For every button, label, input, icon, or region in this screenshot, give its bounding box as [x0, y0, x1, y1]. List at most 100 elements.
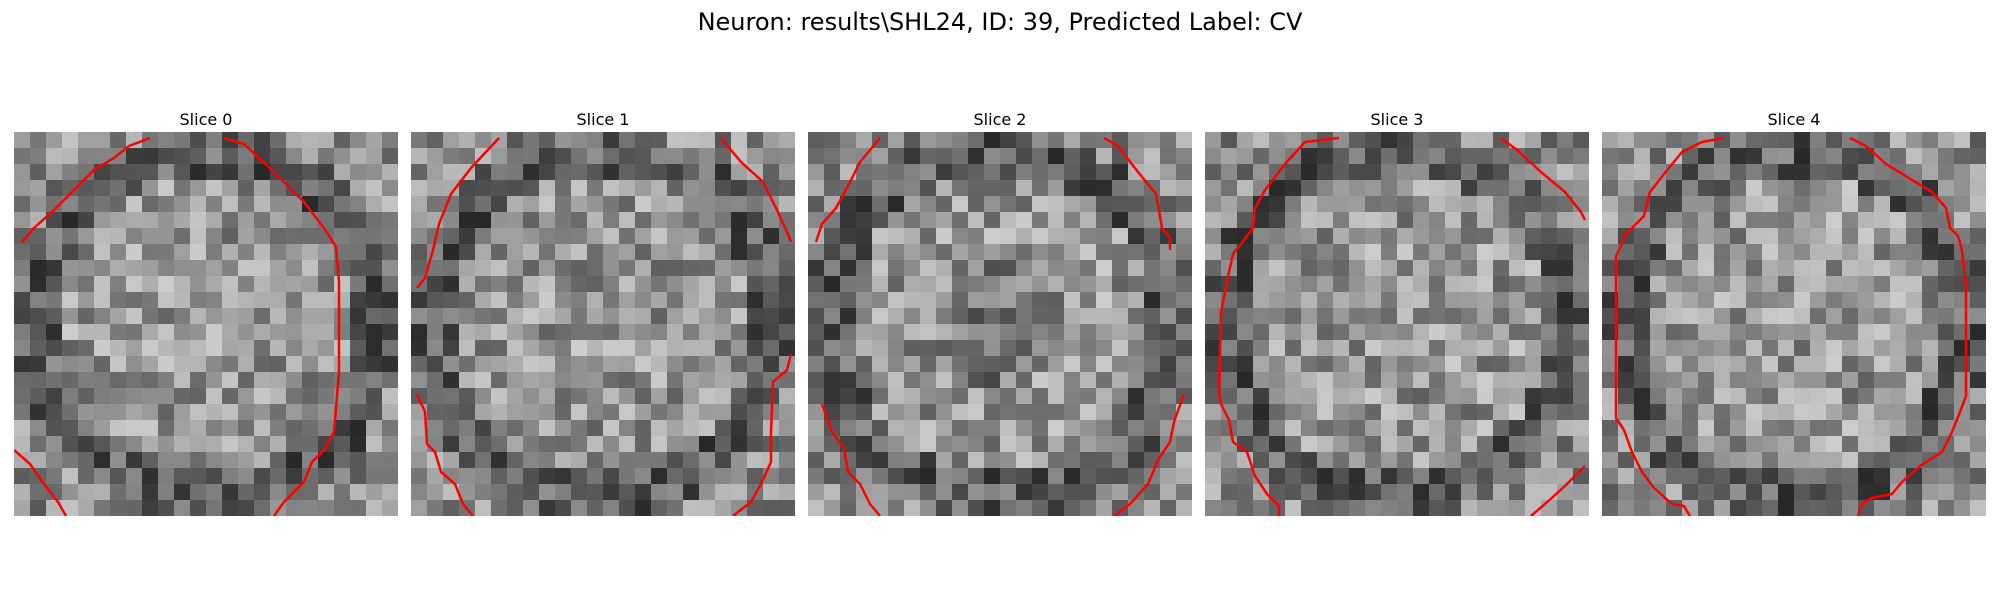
image-pixel [30, 292, 47, 309]
image-pixel [238, 372, 255, 389]
image-pixel [507, 228, 524, 245]
image-pixel [571, 148, 588, 165]
image-pixel [1954, 500, 1971, 516]
image-pixel [94, 404, 111, 421]
image-pixel [158, 372, 175, 389]
image-pixel [872, 452, 889, 469]
image-pixel [1746, 420, 1763, 437]
image-pixel [1317, 404, 1334, 421]
image-pixel [206, 292, 223, 309]
image-pixel [1112, 308, 1129, 325]
image-pixel [1477, 356, 1494, 373]
image-pixel [1445, 148, 1462, 165]
image-pixel [667, 148, 684, 165]
image-pixel [427, 260, 444, 277]
image-pixel [1746, 452, 1763, 469]
slice-image [1602, 132, 1986, 516]
image-pixel [1557, 436, 1574, 453]
image-pixel [411, 324, 428, 341]
image-pixel [1080, 276, 1097, 293]
slice-title: Slice 0 [179, 110, 233, 129]
image-pixel [968, 404, 985, 421]
image-pixel [254, 500, 271, 516]
image-pixel [459, 356, 476, 373]
image-pixel [1762, 276, 1779, 293]
image-pixel [968, 388, 985, 405]
image-pixel [1874, 244, 1891, 261]
image-pixel [872, 196, 889, 213]
image-pixel [411, 436, 428, 453]
image-pixel [1573, 148, 1589, 165]
image-pixel [222, 324, 239, 341]
image-pixel [1954, 212, 1971, 229]
image-pixel [1730, 244, 1747, 261]
slice-image [14, 132, 398, 516]
image-pixel [443, 308, 460, 325]
image-pixel [824, 228, 841, 245]
image-pixel [1333, 500, 1350, 516]
image-pixel [286, 452, 303, 469]
image-pixel [1746, 148, 1763, 165]
image-pixel [1730, 404, 1747, 421]
image-pixel [1112, 372, 1129, 389]
image-pixel [1064, 292, 1081, 309]
image-pixel [382, 180, 398, 197]
image-pixel [904, 260, 921, 277]
image-pixel [747, 164, 764, 181]
image-pixel [222, 196, 239, 213]
image-pixel [936, 132, 953, 149]
image-pixel [206, 260, 223, 277]
image-pixel [920, 228, 937, 245]
image-pixel [1922, 468, 1939, 485]
image-pixel [1397, 372, 1414, 389]
image-pixel [190, 164, 207, 181]
image-pixel [1301, 484, 1318, 501]
segmentation-contour [814, 136, 1186, 516]
image-pixel [1064, 132, 1081, 149]
image-pixel [1205, 420, 1222, 437]
image-pixel [158, 324, 175, 341]
image-pixel [1080, 356, 1097, 373]
image-pixel [936, 404, 953, 421]
image-pixel [1890, 212, 1907, 229]
slice-title: Slice 1 [576, 110, 630, 129]
image-pixel [731, 164, 748, 181]
image-pixel [1778, 404, 1795, 421]
image-pixel [427, 308, 444, 325]
image-pixel [651, 324, 668, 341]
image-pixel [1048, 308, 1065, 325]
image-pixel [936, 244, 953, 261]
image-pixel [1618, 468, 1635, 485]
image-pixel [1301, 260, 1318, 277]
image-pixel [1253, 180, 1270, 197]
image-pixel [158, 388, 175, 405]
image-pixel [747, 260, 764, 277]
image-pixel [1541, 452, 1558, 469]
image-pixel [459, 372, 476, 389]
image-pixel [952, 132, 969, 149]
image-pixel [1970, 148, 1986, 165]
image-pixel [222, 356, 239, 373]
image-pixel [366, 196, 383, 213]
image-pixel [1618, 308, 1635, 325]
image-pixel [1253, 324, 1270, 341]
image-pixel [1128, 484, 1145, 501]
image-pixel [968, 180, 985, 197]
image-pixel [872, 292, 889, 309]
image-pixel [1477, 196, 1494, 213]
image-pixel [507, 388, 524, 405]
image-pixel [1032, 180, 1049, 197]
image-pixel [507, 212, 524, 229]
image-pixel [126, 260, 143, 277]
image-pixel [1954, 356, 1971, 373]
image-pixel [920, 356, 937, 373]
image-pixel [888, 132, 905, 149]
image-pixel [222, 484, 239, 501]
image-pixel [366, 500, 383, 516]
image-pixel [731, 196, 748, 213]
image-pixel [475, 308, 492, 325]
image-pixel [1573, 356, 1589, 373]
image-pixel [1666, 276, 1683, 293]
image-pixel [270, 436, 287, 453]
image-pixel [1493, 372, 1510, 389]
